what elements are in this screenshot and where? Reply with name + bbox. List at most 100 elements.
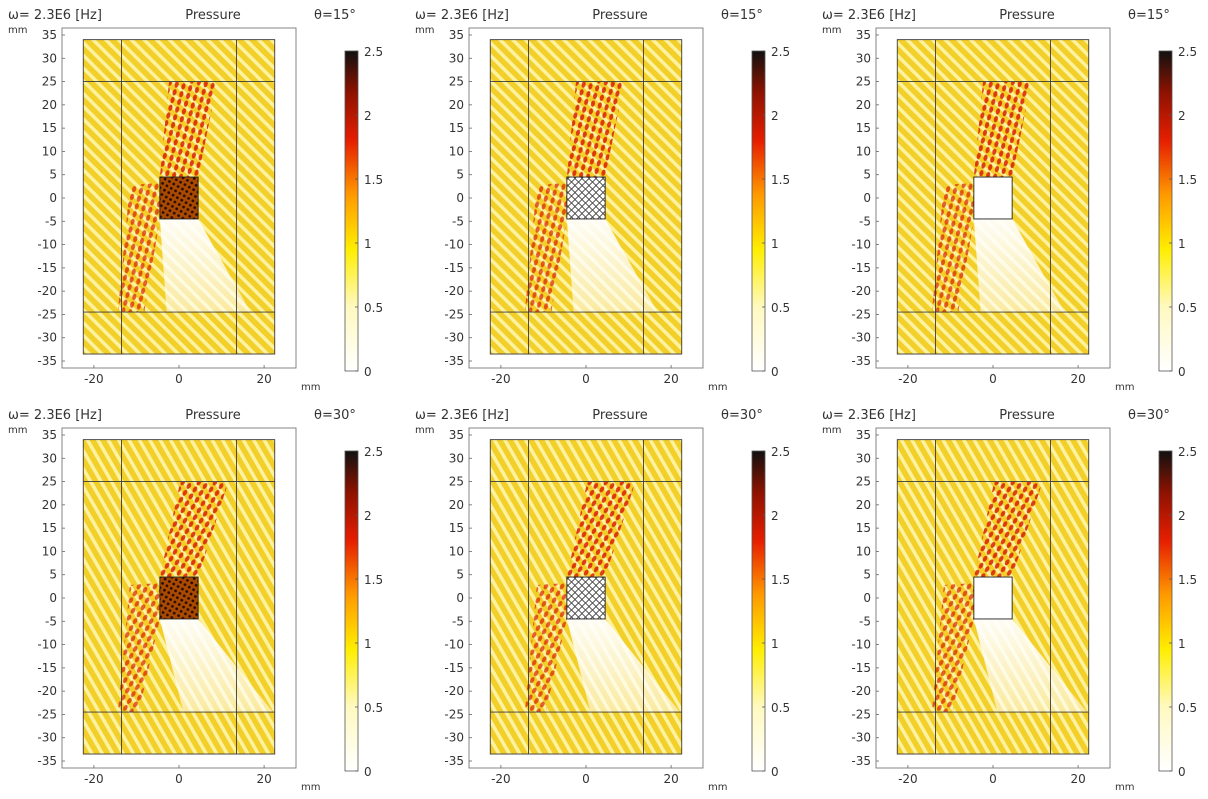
y-tick-label: -10 bbox=[851, 638, 871, 652]
y-tick-label: 15 bbox=[42, 521, 57, 535]
shadow-region bbox=[159, 218, 251, 313]
colorbar-tick-label: 2.5 bbox=[364, 445, 383, 459]
y-tick-label: -15 bbox=[851, 261, 871, 275]
x-tick-label: 20 bbox=[663, 772, 678, 786]
y-tick-label: -25 bbox=[444, 307, 464, 321]
quantity-label: Pressure bbox=[999, 408, 1055, 423]
quantity-label: Pressure bbox=[592, 408, 648, 423]
y-tick-label: 10 bbox=[449, 144, 464, 158]
x-tick-label: 0 bbox=[582, 772, 590, 786]
frequency-label: ω= 2.3E6 [Hz] bbox=[8, 8, 102, 23]
y-tick-label: 10 bbox=[856, 144, 871, 158]
y-tick-label: 25 bbox=[42, 75, 57, 89]
y-tick-label: -35 bbox=[37, 754, 57, 768]
obstacle bbox=[566, 576, 606, 620]
hot-zone-left bbox=[931, 583, 974, 713]
colorbar bbox=[344, 450, 359, 772]
colorbar-tick-label: 2 bbox=[1178, 109, 1186, 123]
pressure-panel: ω= 2.3E6 [Hz] Pressure θ=30°mm 353025201510… bbox=[8, 408, 383, 790]
y-tick-label: 15 bbox=[449, 521, 464, 535]
shadow-region bbox=[566, 218, 658, 313]
x-unit-label: mm bbox=[708, 382, 727, 390]
y-tick-label: 35 bbox=[449, 428, 464, 442]
colorbar-tick-label: 1 bbox=[771, 237, 779, 251]
hot-zone-top bbox=[159, 481, 229, 578]
y-tick-label: -10 bbox=[37, 638, 57, 652]
y-tick-label: 0 bbox=[863, 591, 871, 605]
x-unit-label: mm bbox=[1115, 782, 1134, 790]
domain-border bbox=[896, 439, 1090, 755]
pressure-panel: ω= 2.3E6 [Hz] Pressure θ=15°mm 353025201510… bbox=[822, 8, 1197, 390]
x-unit-label: mm bbox=[301, 382, 320, 390]
y-unit-label: mm bbox=[822, 425, 841, 436]
frequency-label: ω= 2.3E6 [Hz] bbox=[415, 408, 509, 423]
hot-zone-top bbox=[973, 481, 1043, 578]
y-tick-label: -15 bbox=[851, 661, 871, 675]
frequency-label: ω= 2.3E6 [Hz] bbox=[415, 8, 509, 23]
colorbar-tick-label: 0 bbox=[364, 365, 372, 379]
y-tick-label: 35 bbox=[449, 28, 464, 42]
colorbar-tick-label: 0.5 bbox=[1178, 301, 1197, 315]
shadow-region bbox=[973, 618, 1087, 713]
y-tick-label: -5 bbox=[859, 614, 871, 628]
colorbar bbox=[1158, 50, 1173, 372]
frequency-label: ω= 2.3E6 [Hz] bbox=[8, 408, 102, 423]
y-tick-label: -20 bbox=[37, 284, 57, 298]
y-tick-label: 20 bbox=[449, 98, 464, 112]
y-tick-label: -25 bbox=[37, 307, 57, 321]
y-tick-label: 10 bbox=[449, 544, 464, 558]
shadow-region bbox=[973, 218, 1065, 313]
colorbar-tick-label: 2.5 bbox=[1178, 445, 1197, 459]
y-tick-label: 30 bbox=[856, 451, 871, 465]
y-tick-label: -15 bbox=[444, 261, 464, 275]
domain-border bbox=[82, 439, 276, 755]
y-unit-label: mm bbox=[415, 25, 434, 36]
y-tick-label: 35 bbox=[856, 428, 871, 442]
x-tick-label: 20 bbox=[256, 772, 271, 786]
x-unit-label: mm bbox=[301, 782, 320, 790]
y-tick-label: 20 bbox=[856, 98, 871, 112]
x-tick-label: 0 bbox=[582, 372, 590, 386]
y-tick-label: 15 bbox=[449, 121, 464, 135]
y-tick-label: -20 bbox=[851, 684, 871, 698]
y-tick-label: 15 bbox=[42, 121, 57, 135]
colorbar bbox=[751, 50, 766, 372]
y-unit-label: mm bbox=[8, 25, 27, 36]
colorbar-tick-label: 1.5 bbox=[771, 173, 790, 187]
x-tick-label: 0 bbox=[989, 772, 997, 786]
y-tick-label: 25 bbox=[449, 475, 464, 489]
colorbar-tick-label: 1.5 bbox=[771, 573, 790, 587]
hot-zone-left bbox=[931, 183, 974, 313]
pressure-field bbox=[897, 439, 1089, 755]
y-tick-label: 35 bbox=[42, 28, 57, 42]
x-tick-label: 0 bbox=[175, 372, 183, 386]
domain-border bbox=[896, 39, 1090, 355]
y-tick-label: 20 bbox=[856, 498, 871, 512]
y-unit-label: mm bbox=[822, 25, 841, 36]
y-tick-label: -35 bbox=[851, 754, 871, 768]
x-unit-label: mm bbox=[1115, 382, 1134, 390]
y-tick-label: -5 bbox=[452, 614, 464, 628]
y-tick-label: 25 bbox=[449, 75, 464, 89]
y-tick-label: -35 bbox=[444, 354, 464, 368]
y-unit-label: mm bbox=[8, 425, 27, 436]
angle-label: θ=15° bbox=[314, 8, 356, 23]
y-tick-label: 20 bbox=[449, 498, 464, 512]
y-tick-label: -35 bbox=[851, 354, 871, 368]
colorbar-tick-label: 2 bbox=[364, 109, 372, 123]
colorbar bbox=[1158, 450, 1173, 772]
angle-label: θ=30° bbox=[721, 408, 763, 423]
x-tick-label: 20 bbox=[1070, 372, 1085, 386]
y-tick-label: 15 bbox=[856, 521, 871, 535]
y-tick-label: -30 bbox=[851, 731, 871, 745]
colorbar bbox=[344, 50, 359, 372]
y-tick-label: -25 bbox=[37, 707, 57, 721]
y-tick-label: 15 bbox=[856, 121, 871, 135]
y-tick-label: -15 bbox=[37, 661, 57, 675]
y-tick-label: -20 bbox=[37, 684, 57, 698]
colorbar-tick-label: 2.5 bbox=[771, 45, 790, 59]
y-tick-label: -35 bbox=[37, 354, 57, 368]
y-tick-label: -25 bbox=[444, 707, 464, 721]
colorbar-tick-label: 1.5 bbox=[1178, 573, 1197, 587]
y-tick-label: -5 bbox=[452, 214, 464, 228]
